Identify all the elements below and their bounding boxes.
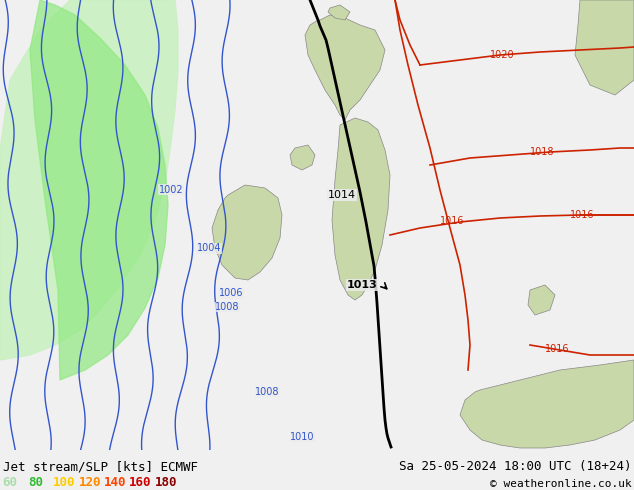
- Text: 1016: 1016: [545, 344, 569, 354]
- Polygon shape: [575, 0, 634, 95]
- Polygon shape: [332, 118, 390, 300]
- Text: 1008: 1008: [215, 302, 240, 312]
- Text: 1013: 1013: [347, 280, 377, 290]
- Text: 1016: 1016: [570, 210, 595, 220]
- Text: © weatheronline.co.uk: © weatheronline.co.uk: [489, 479, 631, 489]
- Text: 1010: 1010: [290, 432, 314, 442]
- Text: 1002: 1002: [158, 185, 183, 195]
- Polygon shape: [290, 145, 315, 170]
- Text: Sa 25-05-2024 18:00 UTC (18+24): Sa 25-05-2024 18:00 UTC (18+24): [399, 460, 631, 473]
- Text: 1020: 1020: [490, 50, 515, 60]
- Text: 140: 140: [104, 476, 126, 489]
- Polygon shape: [460, 360, 634, 448]
- Text: 180: 180: [155, 476, 177, 489]
- Text: 160: 160: [129, 476, 152, 489]
- Text: 80: 80: [28, 476, 43, 489]
- Polygon shape: [328, 5, 350, 20]
- Polygon shape: [212, 185, 282, 280]
- Text: 1016: 1016: [440, 216, 465, 226]
- Text: 1008: 1008: [255, 387, 280, 397]
- Polygon shape: [528, 285, 555, 315]
- Text: 1014: 1014: [328, 190, 356, 200]
- Text: 1018: 1018: [530, 147, 555, 157]
- Polygon shape: [305, 15, 385, 120]
- Text: 1006: 1006: [219, 289, 243, 298]
- Text: 120: 120: [79, 476, 101, 489]
- Polygon shape: [0, 0, 178, 360]
- Text: 100: 100: [53, 476, 75, 489]
- Text: 1004: 1004: [197, 244, 221, 253]
- Polygon shape: [30, 0, 168, 380]
- Text: Jet stream/SLP [kts] ECMWF: Jet stream/SLP [kts] ECMWF: [3, 460, 198, 473]
- Text: 60: 60: [3, 476, 18, 489]
